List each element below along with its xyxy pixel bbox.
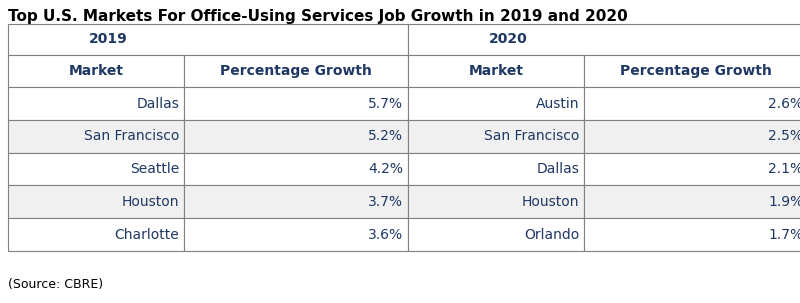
Text: 3.7%: 3.7%: [368, 195, 403, 209]
Text: 2.5%: 2.5%: [768, 129, 800, 143]
Text: Percentage Growth: Percentage Growth: [220, 64, 372, 78]
Text: 3.6%: 3.6%: [368, 228, 403, 241]
Text: San Francisco: San Francisco: [84, 129, 179, 143]
Text: San Francisco: San Francisco: [484, 129, 579, 143]
Text: 2020: 2020: [489, 32, 527, 46]
Text: Percentage Growth: Percentage Growth: [620, 64, 772, 78]
Text: 2.1%: 2.1%: [768, 162, 800, 176]
Text: Houston: Houston: [522, 195, 579, 209]
Text: 2.6%: 2.6%: [768, 97, 800, 111]
Text: 2019: 2019: [89, 32, 127, 46]
Text: 5.7%: 5.7%: [368, 97, 403, 111]
Text: Houston: Houston: [122, 195, 179, 209]
Text: Orlando: Orlando: [524, 228, 579, 241]
Text: Top U.S. Markets For Office-Using Services Job Growth in 2019 and 2020: Top U.S. Markets For Office-Using Servic…: [8, 9, 628, 24]
Text: Austin: Austin: [536, 97, 579, 111]
Text: Market: Market: [69, 64, 123, 78]
Text: (Source: CBRE): (Source: CBRE): [8, 278, 103, 291]
Text: 1.7%: 1.7%: [768, 228, 800, 241]
Text: 4.2%: 4.2%: [368, 162, 403, 176]
Text: Market: Market: [469, 64, 523, 78]
Text: 1.9%: 1.9%: [768, 195, 800, 209]
Text: Charlotte: Charlotte: [114, 228, 179, 241]
Text: Dallas: Dallas: [536, 162, 579, 176]
Text: Seattle: Seattle: [130, 162, 179, 176]
Text: 5.2%: 5.2%: [368, 129, 403, 143]
Text: Dallas: Dallas: [136, 97, 179, 111]
